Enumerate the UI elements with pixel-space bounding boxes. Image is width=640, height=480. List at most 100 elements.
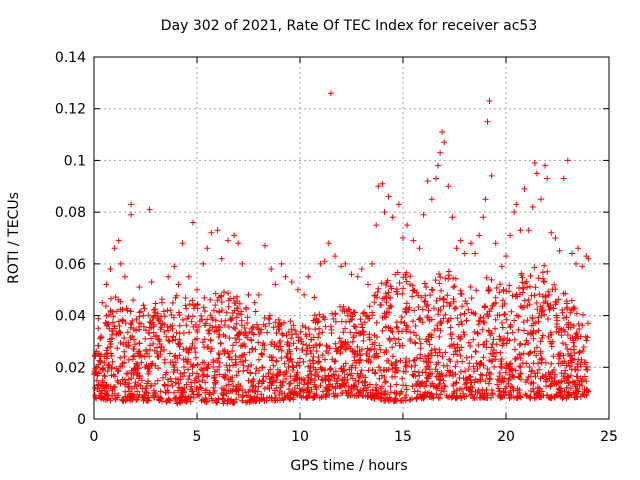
data-point [293,371,300,378]
data-point [153,332,160,339]
data-point [389,365,396,372]
data-point [573,331,580,338]
data-point [460,390,467,397]
data-point [164,397,171,404]
data-point [537,338,544,345]
data-point [127,308,134,315]
data-point [255,383,262,390]
data-point [174,399,181,406]
data-point [373,350,380,357]
data-point [506,288,512,295]
data-point [230,342,236,349]
data-point [134,369,141,376]
data-point [433,361,440,368]
data-point [349,375,356,382]
data-point [208,314,215,321]
data-point [304,386,311,392]
data-point [535,327,542,334]
data-point [131,336,137,343]
data-point [357,316,364,323]
data-point [182,295,189,301]
data-point [509,365,516,372]
data-point [128,321,135,328]
data-point [339,307,346,314]
data-point [252,388,259,395]
data-point [271,387,278,394]
data-point [207,348,214,355]
data-point [550,305,557,312]
data-point [216,363,223,370]
data-point [571,379,578,386]
data-point [310,360,317,367]
data-point [371,292,378,299]
data-point [294,392,301,398]
data-point [392,340,399,347]
data-point [288,279,295,285]
data-point [398,397,405,404]
data-point [172,352,179,359]
data-point [505,377,512,383]
data-point [516,291,523,298]
data-point [255,326,262,333]
data-point [558,332,565,339]
data-point [245,291,252,298]
data-point [241,341,248,347]
data-point [437,149,444,156]
data-point [565,380,572,387]
data-point [270,362,277,369]
data-point [507,321,514,328]
data-point [560,394,567,401]
data-point [130,356,136,363]
data-point [119,376,126,383]
data-point [463,377,470,384]
data-point [365,281,371,288]
data-point [123,305,130,312]
data-point [313,348,320,355]
data-point [152,312,159,319]
data-point [189,313,196,320]
data-point [142,327,149,334]
data-point [278,347,285,354]
data-point [142,335,149,342]
data-point [555,329,562,336]
data-point [224,237,231,244]
data-point [240,331,247,338]
data-point [345,389,352,396]
data-point [581,359,588,366]
data-point [229,310,236,316]
data-point [417,315,423,322]
data-point [145,370,152,377]
data-point [465,386,472,393]
data-point [465,366,472,373]
data-point [562,290,569,297]
data-point [522,341,529,348]
data-point [531,264,538,271]
data-point [444,292,451,299]
data-point [212,317,219,324]
data-point [571,305,578,312]
data-point [568,297,575,304]
data-point [218,255,225,262]
data-point [489,350,496,357]
data-point [394,324,401,331]
data-point [111,383,117,390]
data-point [428,347,435,354]
y-tick-label: 0 [77,412,86,428]
data-point [438,320,445,327]
data-point [414,380,421,387]
data-point [568,307,575,313]
data-point [563,384,570,391]
data-point [358,321,365,328]
data-point [453,380,459,386]
data-point [507,232,514,239]
data-point [103,320,110,327]
data-point [433,175,439,182]
data-point [526,350,533,357]
data-point [583,378,590,385]
data-point [131,326,137,333]
data-point [457,352,464,359]
data-point [210,384,217,391]
data-point [346,366,353,373]
data-point [289,389,295,395]
data-point [403,361,410,368]
